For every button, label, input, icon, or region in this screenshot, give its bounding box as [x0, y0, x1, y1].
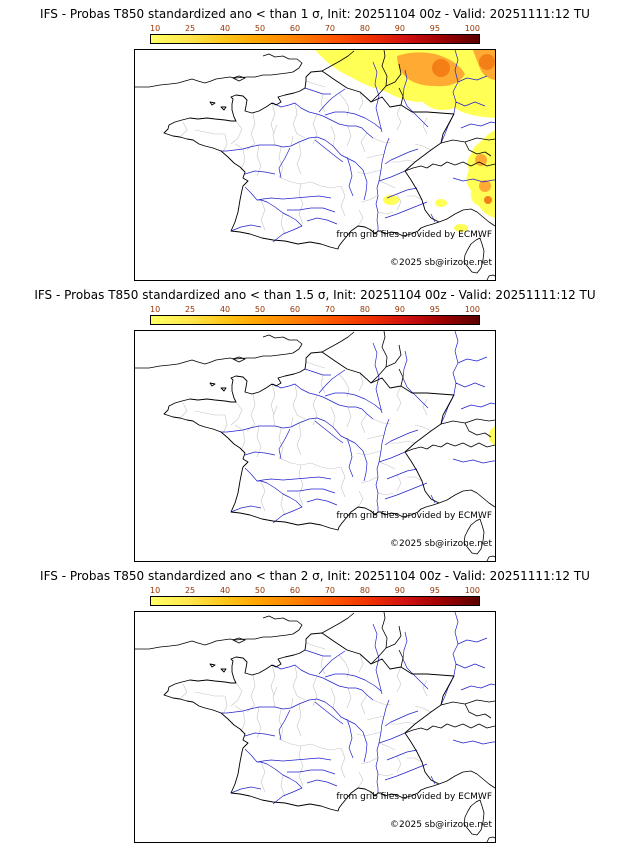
- scale-tick: 95: [429, 24, 440, 33]
- panel-3: IFS - Probas T850 standardized ano < tha…: [0, 562, 630, 843]
- probability-scale-3: 10 25 40 50 60 70 80 90 95 100: [150, 586, 480, 606]
- scale-tick: 10: [150, 305, 161, 314]
- scale-tick: 25: [184, 586, 196, 595]
- probability-scalebar: [150, 34, 480, 44]
- map-2: from grib files provided by ECMWF ©2025 …: [134, 330, 496, 562]
- scale-tick-labels: 10 25 40 50 60 70 80 90 95 100: [150, 24, 480, 34]
- map-1: from grib files provided by ECMWF ©2025 …: [134, 49, 496, 281]
- scale-tick: 70: [324, 305, 336, 314]
- panel-2: IFS - Probas T850 standardized ano < tha…: [0, 281, 630, 562]
- scale-tick-labels: 10 25 40 50 60 70 80 90 95 100: [150, 586, 480, 596]
- scale-tick: 90: [394, 305, 405, 314]
- scale-tick: 95: [429, 305, 440, 314]
- france-map-svg-3: [135, 612, 495, 842]
- credit-copyright: ©2025 sb@irizone.net: [390, 820, 492, 830]
- credit-ecmwf: from grib files provided by ECMWF: [336, 230, 492, 240]
- scale-tick: 60: [289, 305, 301, 314]
- scale-tick: 50: [254, 586, 266, 595]
- credit-copyright: ©2025 sb@irizone.net: [390, 258, 492, 268]
- scale-tick: 25: [184, 24, 196, 33]
- scale-tick: 100: [464, 305, 480, 314]
- scale-tick: 80: [359, 24, 370, 33]
- scale-tick: 60: [289, 24, 301, 33]
- credit-ecmwf: from grib files provided by ECMWF: [336, 511, 492, 521]
- credit-ecmwf: from grib files provided by ECMWF: [336, 792, 492, 802]
- scale-tick: 10: [150, 24, 161, 33]
- scale-tick: 40: [219, 305, 231, 314]
- france-map-svg-2: [135, 331, 495, 561]
- scale-tick: 100: [464, 24, 480, 33]
- probability-scalebar: [150, 596, 480, 606]
- scale-tick-labels: 10 25 40 50 60 70 80 90 95 100: [150, 305, 480, 315]
- probability-shading-2: [488, 426, 495, 446]
- panel-1-title: IFS - Probas T850 standardized ano < tha…: [40, 7, 590, 21]
- scale-tick: 90: [394, 586, 405, 595]
- france-map-svg-1: [135, 50, 495, 280]
- scale-tick: 80: [359, 305, 370, 314]
- scale-tick: 60: [289, 586, 301, 595]
- scale-tick: 50: [254, 305, 266, 314]
- scale-tick: 40: [219, 586, 231, 595]
- scale-tick: 70: [324, 586, 336, 595]
- probability-scale-1: 10 25 40 50 60 70 80 90 95 100: [150, 24, 480, 44]
- scale-tick: 25: [184, 305, 196, 314]
- scale-tick: 50: [254, 24, 266, 33]
- probability-scalebar: [150, 315, 480, 325]
- credit-copyright: ©2025 sb@irizone.net: [390, 539, 492, 549]
- scale-tick: 40: [219, 24, 231, 33]
- scale-tick: 70: [324, 24, 336, 33]
- scale-tick: 10: [150, 586, 161, 595]
- scale-tick: 90: [394, 24, 405, 33]
- scale-tick: 100: [464, 586, 480, 595]
- scale-tick: 80: [359, 586, 370, 595]
- map-3: from grib files provided by ECMWF ©2025 …: [134, 611, 496, 843]
- scale-tick: 95: [429, 586, 440, 595]
- probability-scale-2: 10 25 40 50 60 70 80 90 95 100: [150, 305, 480, 325]
- panel-1: IFS - Probas T850 standardized ano < tha…: [0, 0, 630, 281]
- panel-3-title: IFS - Probas T850 standardized ano < tha…: [40, 569, 590, 583]
- panel-2-title: IFS - Probas T850 standardized ano < tha…: [34, 288, 596, 302]
